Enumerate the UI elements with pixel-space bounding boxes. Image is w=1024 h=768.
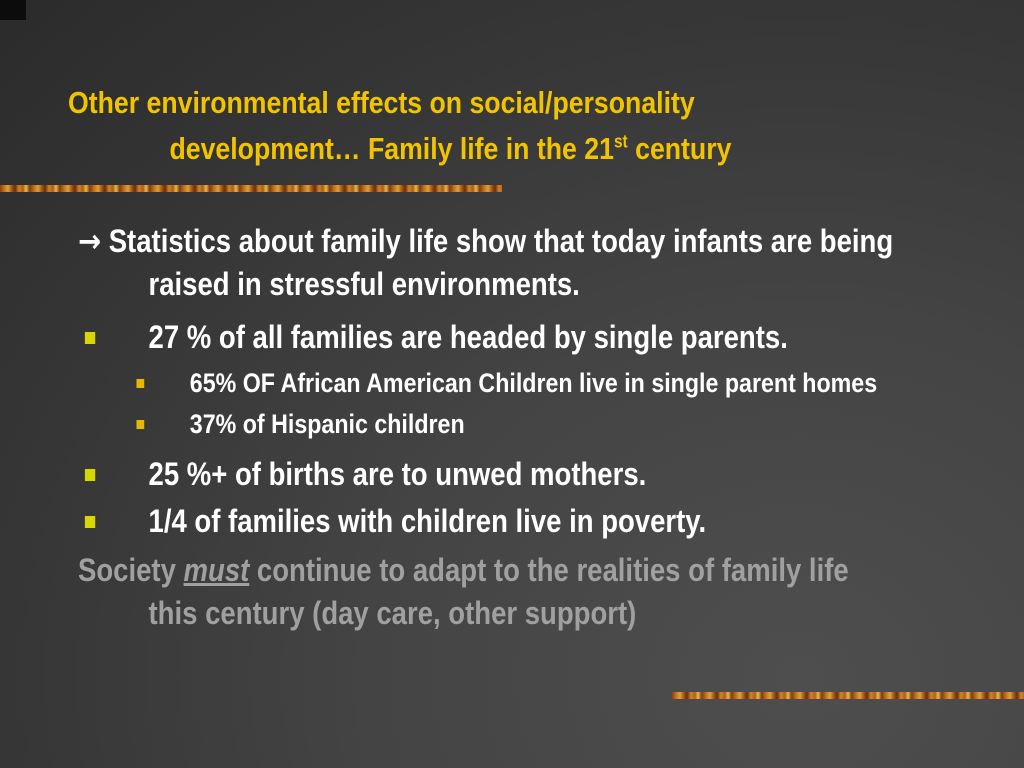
square-bullet-icon xyxy=(136,420,145,429)
title-divider xyxy=(0,185,502,192)
sub-list-item: 65% OF African American Children live in… xyxy=(78,365,904,402)
title-superscript: st xyxy=(613,131,628,152)
closing-statement: Society must continue to adapt to the re… xyxy=(78,549,904,635)
list-item: 1/4 of families with children live in po… xyxy=(78,500,904,543)
bullet-text-unwed-mothers: 25 %+ of births are to unwed mothers. xyxy=(148,456,647,492)
closing-emphasis: must xyxy=(183,552,250,588)
sub-bullet-text-hispanic: 37% of Hispanic children xyxy=(189,409,465,439)
square-bullet-icon xyxy=(84,516,96,528)
list-item: 25 %+ of births are to unwed mothers. xyxy=(78,453,904,496)
square-bullet-icon xyxy=(136,379,145,388)
square-bullet-icon xyxy=(84,469,96,481)
bullet-text-poverty: 1/4 of families with children live in po… xyxy=(148,503,707,539)
right-arrow-icon: → xyxy=(78,222,102,260)
sub-list-item: 37% of Hispanic children xyxy=(78,406,904,443)
bullet-text-single-parents: 27 % of all families are headed by singl… xyxy=(148,319,788,355)
closing-suffix: continue to adapt to the realities of fa… xyxy=(148,552,849,631)
closing-prefix: Society xyxy=(78,552,184,588)
slide-title: Other environmental effects on social/pe… xyxy=(68,80,842,172)
intro-text: Statistics about family life show that t… xyxy=(101,223,894,302)
title-line-1: Other environmental effects on social/pe… xyxy=(68,85,695,120)
intro-item: → Statistics about family life show that… xyxy=(78,220,904,306)
title-line-2-suffix: century xyxy=(627,131,732,166)
slide-body: → Statistics about family life show that… xyxy=(78,220,904,635)
bottom-divider xyxy=(672,692,1024,699)
title-line-2-text: development… Family life in the 21 xyxy=(169,131,614,166)
square-bullet-icon xyxy=(84,332,96,344)
list-item: 27 % of all families are headed by singl… xyxy=(78,316,904,359)
sub-bullet-text-african-american: 65% OF African American Children live in… xyxy=(189,368,878,398)
title-line-2: development… Family life in the 21st cen… xyxy=(68,126,842,172)
corner-mark xyxy=(0,0,26,20)
